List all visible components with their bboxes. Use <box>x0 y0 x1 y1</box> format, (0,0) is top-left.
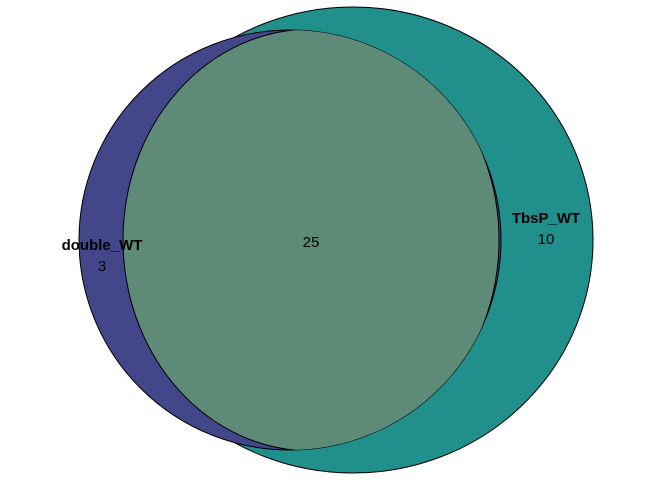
intersection-outline <box>122 30 500 450</box>
tbsp-wt-count: 10 <box>538 231 555 248</box>
double-wt-count: 3 <box>98 258 106 275</box>
tbsp-wt-label: TbsP_WT <box>512 210 580 227</box>
double-wt-label: double_WT <box>62 237 143 254</box>
intersection-count: 25 <box>303 234 320 251</box>
intersection-region <box>123 30 499 450</box>
